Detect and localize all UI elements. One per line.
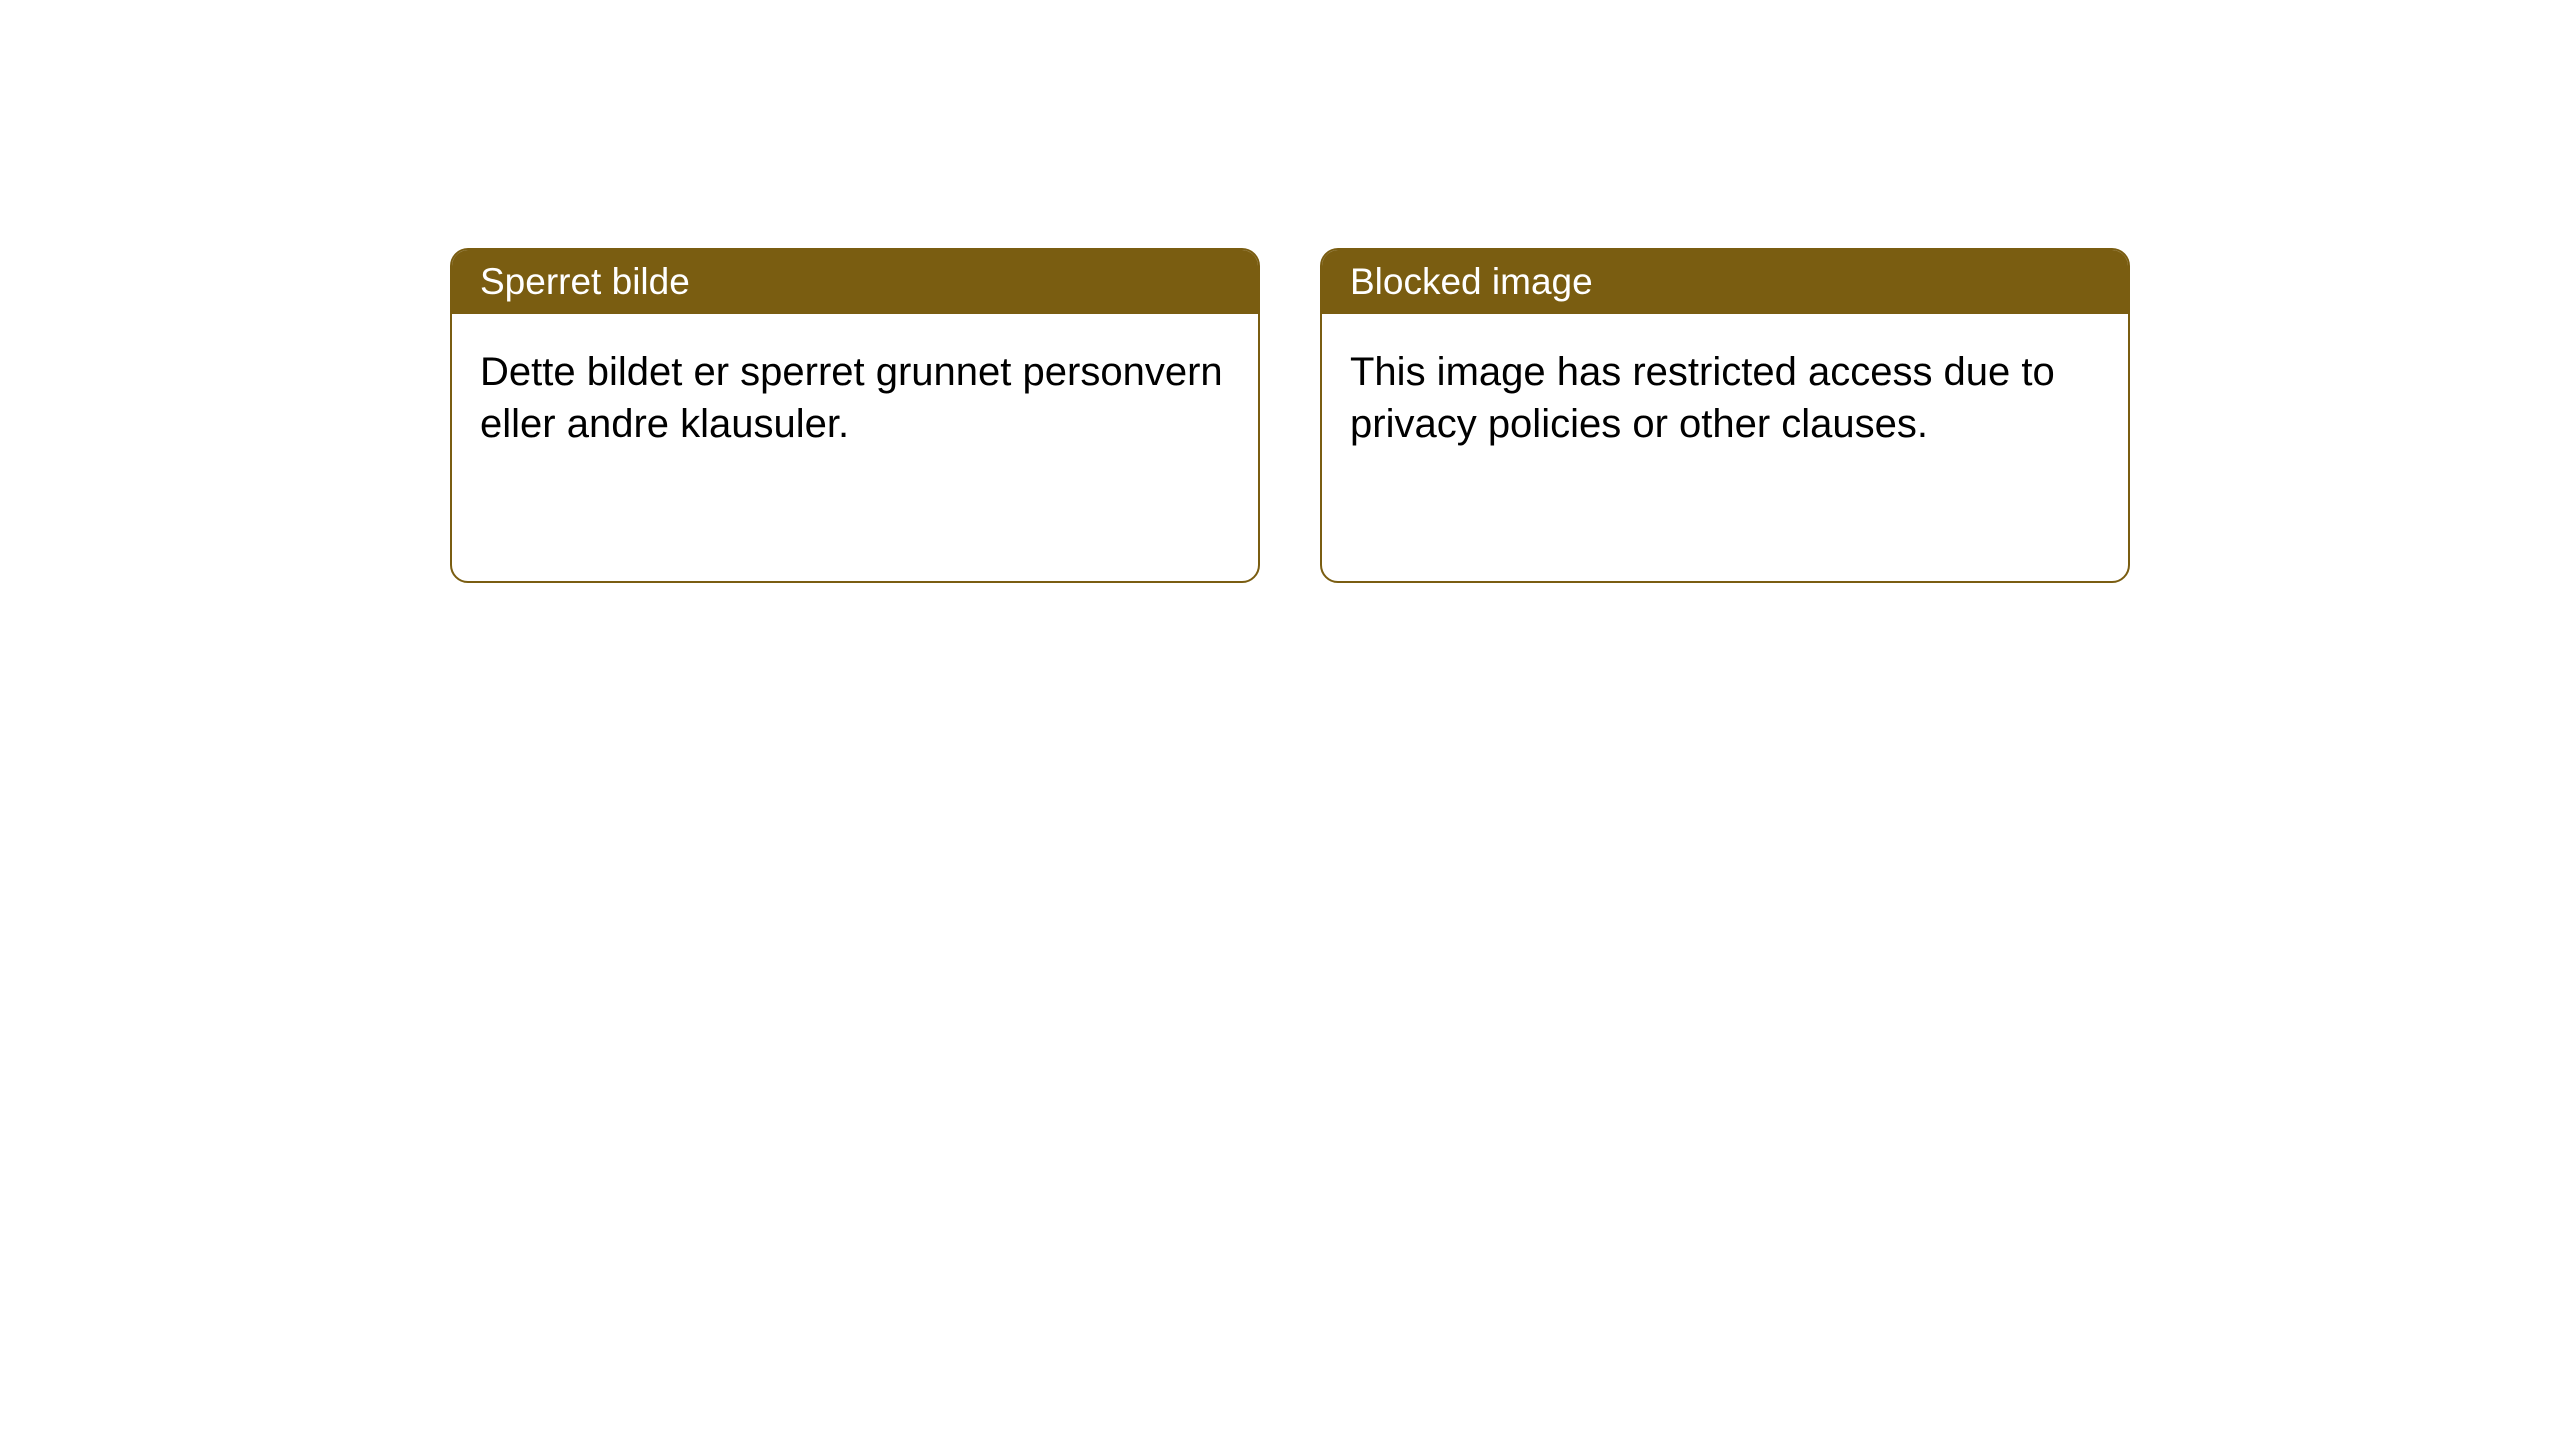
card-body-english: This image has restricted access due to …	[1322, 314, 2128, 482]
card-body-norwegian: Dette bildet er sperret grunnet personve…	[452, 314, 1258, 482]
info-card-english: Blocked image This image has restricted …	[1320, 248, 2130, 583]
cards-container: Sperret bilde Dette bildet er sperret gr…	[450, 248, 2130, 583]
info-card-norwegian: Sperret bilde Dette bildet er sperret gr…	[450, 248, 1260, 583]
card-header-english: Blocked image	[1322, 250, 2128, 314]
card-header-norwegian: Sperret bilde	[452, 250, 1258, 314]
